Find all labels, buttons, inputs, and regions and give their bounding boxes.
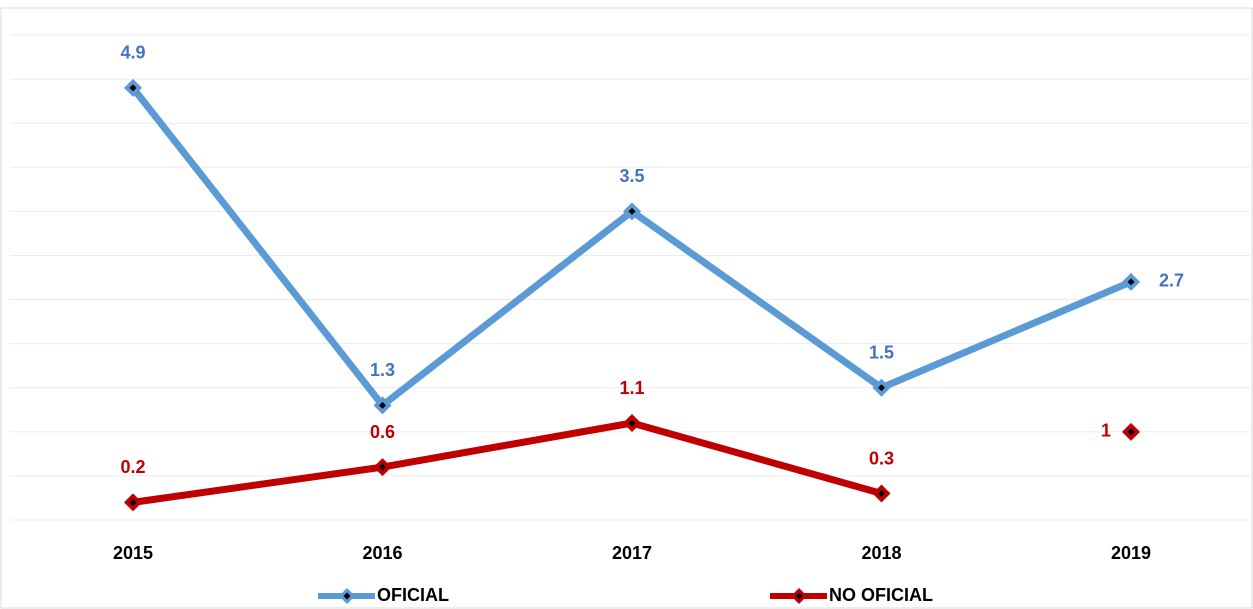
marker [623, 414, 641, 432]
marker-inner [379, 401, 386, 409]
marker-inner [878, 490, 885, 498]
marker-inner [1127, 428, 1135, 436]
marker-inner [379, 463, 386, 471]
data-label: 4.9 [120, 43, 145, 63]
data-label: 0.3 [869, 448, 894, 468]
series-line [132, 419, 883, 506]
marker-inner [343, 592, 351, 600]
data-label: 2.7 [1159, 271, 1184, 291]
marker-inner [1127, 278, 1135, 286]
marker [1122, 422, 1140, 441]
marker [373, 396, 392, 415]
marker-inner [129, 84, 137, 92]
legend-marker [339, 588, 355, 604]
marker-inner [628, 419, 636, 427]
legend-marker [791, 588, 807, 604]
x-tick-label: 2017 [612, 543, 652, 563]
x-tick-label: 2019 [1111, 543, 1151, 563]
marker [1122, 272, 1140, 291]
marker [872, 484, 891, 503]
x-tick-label: 2016 [362, 543, 402, 563]
marker-inner [129, 498, 137, 506]
marker [623, 202, 641, 221]
x-tick-label: 2018 [861, 543, 901, 563]
marker [124, 78, 142, 97]
marker [872, 378, 891, 397]
data-label: 0.2 [120, 457, 145, 477]
data-label: 1.5 [869, 342, 894, 362]
marker [124, 493, 142, 512]
data-label: 1.3 [370, 360, 395, 380]
x-tick-label: 2015 [113, 543, 153, 563]
data-label: 1.1 [619, 378, 644, 398]
marker [373, 458, 392, 477]
data-label: 3.5 [619, 166, 644, 186]
legend-label: OFICIAL [377, 585, 449, 605]
legend-label: NO OFICIAL [829, 585, 933, 605]
marker-inner [628, 207, 636, 215]
chart-frame [0, 7, 1253, 609]
marker-inner [878, 384, 885, 392]
data-label: 0.6 [370, 422, 395, 442]
data-label: 1 [1101, 421, 1111, 441]
marker-inner [795, 592, 803, 600]
